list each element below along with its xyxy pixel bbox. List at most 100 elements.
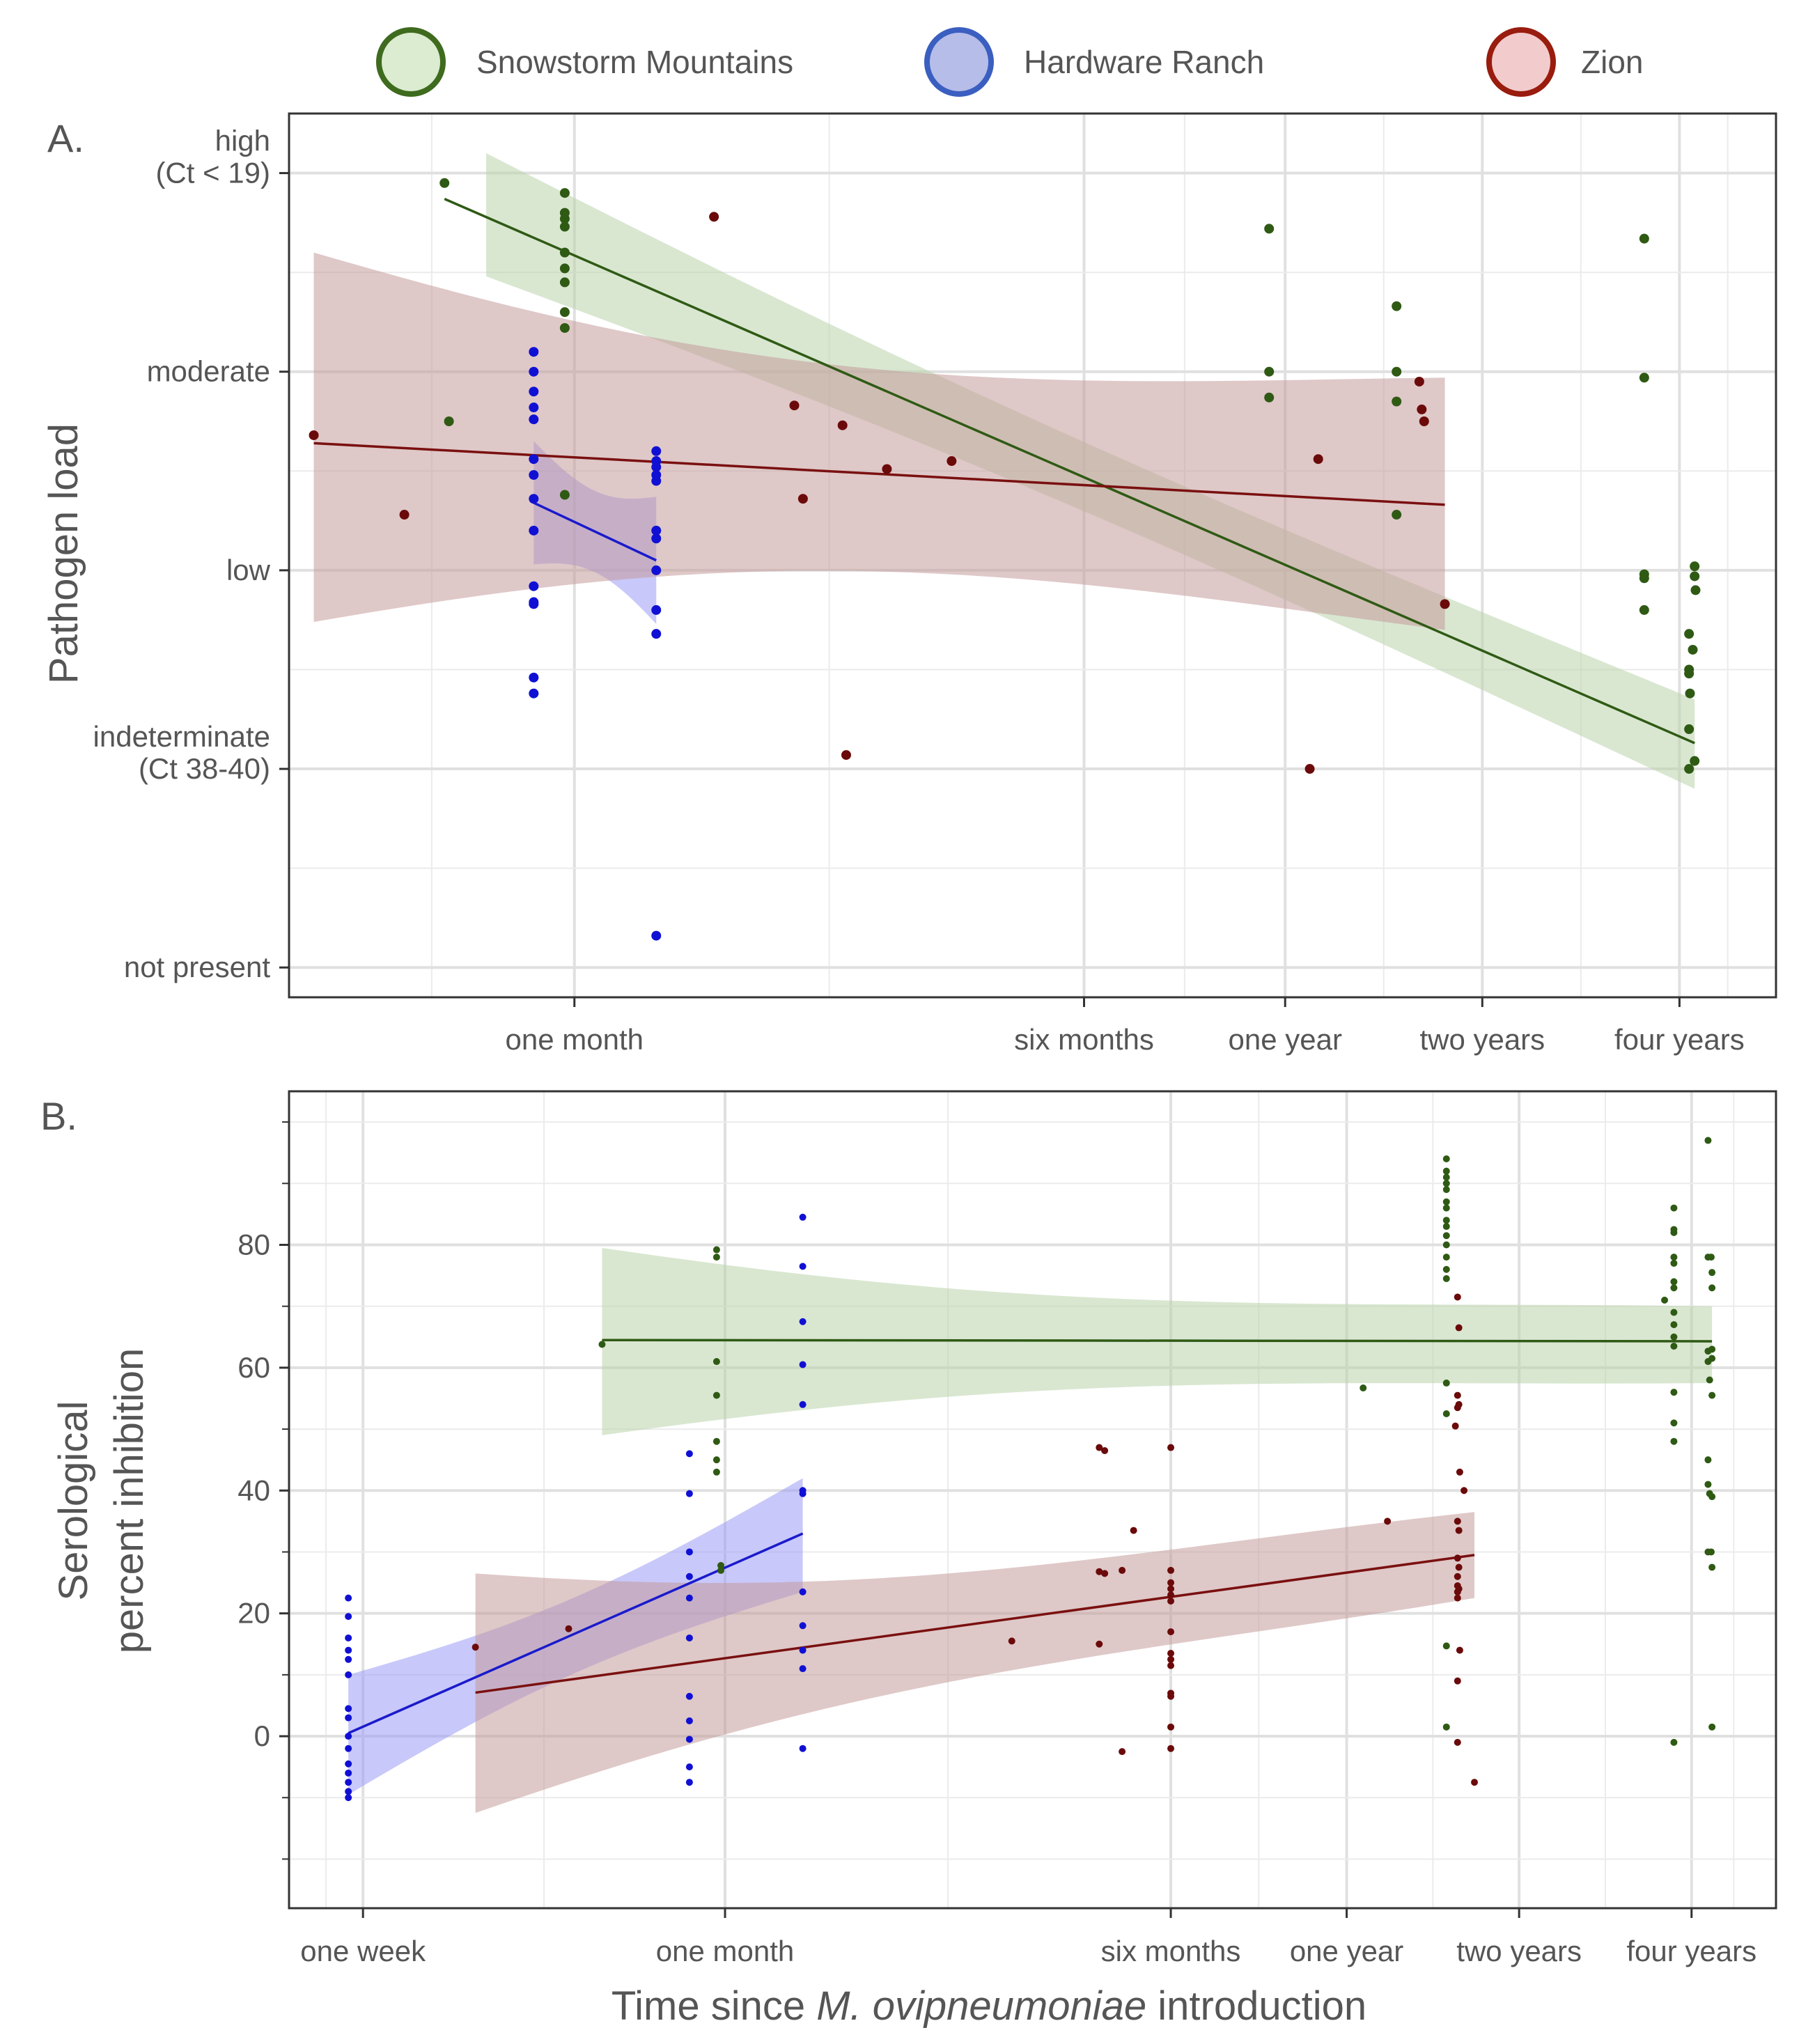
point-snowstorm[interactable] (1264, 392, 1275, 403)
point-hardware[interactable] (685, 1634, 693, 1641)
point-hardware[interactable] (529, 599, 539, 609)
point-hardware[interactable] (651, 565, 662, 575)
point-zion[interactable] (1454, 1293, 1461, 1301)
point-zion[interactable] (1304, 764, 1315, 774)
point-zion[interactable] (1167, 1566, 1175, 1574)
point-hardware[interactable] (345, 1760, 352, 1768)
legend-item-hardware[interactable]: Hardware Ranch (924, 27, 1264, 97)
point-zion[interactable] (1313, 454, 1323, 465)
point-snowstorm[interactable] (1684, 724, 1695, 735)
point-hardware[interactable] (345, 1655, 352, 1663)
point-zion[interactable] (1167, 1692, 1175, 1700)
point-hardware[interactable] (345, 1769, 352, 1777)
point-hardware[interactable] (685, 1692, 693, 1700)
point-snowstorm[interactable] (1670, 1204, 1678, 1212)
point-hardware[interactable] (651, 525, 662, 536)
point-zion[interactable] (1455, 1527, 1463, 1534)
point-hardware[interactable] (345, 1788, 352, 1795)
point-zion[interactable] (472, 1644, 479, 1651)
point-hardware[interactable] (799, 1213, 807, 1221)
legend-item-zion[interactable]: Zion (1486, 27, 1643, 97)
point-snowstorm[interactable] (1442, 1642, 1450, 1650)
point-zion[interactable] (1101, 1446, 1109, 1454)
point-snowstorm[interactable] (717, 1561, 725, 1569)
point-snowstorm[interactable] (712, 1246, 720, 1254)
point-snowstorm[interactable] (1670, 1309, 1678, 1316)
point-zion[interactable] (1167, 1598, 1175, 1605)
point-zion[interactable] (1454, 1594, 1461, 1602)
point-zion[interactable] (1119, 1748, 1126, 1756)
point-hardware[interactable] (529, 525, 539, 536)
point-snowstorm[interactable] (1708, 1284, 1716, 1292)
point-hardware[interactable] (685, 1490, 693, 1497)
point-hardware[interactable] (799, 1745, 807, 1752)
point-zion[interactable] (1119, 1566, 1126, 1574)
point-zion[interactable] (1456, 1468, 1463, 1476)
point-zion[interactable] (309, 430, 319, 440)
point-snowstorm[interactable] (1708, 1391, 1716, 1399)
point-snowstorm[interactable] (1442, 1410, 1450, 1418)
point-hardware[interactable] (799, 1622, 807, 1630)
point-zion[interactable] (1096, 1444, 1103, 1451)
point-hardware[interactable] (529, 688, 539, 699)
point-snowstorm[interactable] (1442, 1180, 1450, 1187)
point-snowstorm[interactable] (1639, 604, 1649, 615)
point-hardware[interactable] (345, 1779, 352, 1786)
point-hardware[interactable] (651, 462, 662, 472)
point-hardware[interactable] (799, 1318, 807, 1325)
point-snowstorm[interactable] (712, 1358, 720, 1366)
point-zion[interactable] (1384, 1518, 1392, 1525)
point-hardware[interactable] (345, 1646, 352, 1654)
point-zion[interactable] (1454, 1391, 1461, 1399)
point-snowstorm[interactable] (1704, 1481, 1712, 1488)
point-zion[interactable] (1167, 1649, 1175, 1657)
point-hardware[interactable] (529, 403, 539, 413)
point-hardware[interactable] (685, 1548, 693, 1556)
point-zion[interactable] (1167, 1444, 1175, 1451)
point-hardware[interactable] (685, 1450, 693, 1458)
point-snowstorm[interactable] (1442, 1723, 1450, 1731)
point-snowstorm[interactable] (1442, 1265, 1450, 1273)
point-snowstorm[interactable] (712, 1456, 720, 1464)
point-snowstorm[interactable] (712, 1468, 720, 1476)
point-hardware[interactable] (651, 533, 662, 544)
point-snowstorm[interactable] (559, 247, 570, 258)
point-snowstorm[interactable] (1639, 373, 1649, 383)
point-zion[interactable] (789, 400, 800, 411)
point-zion[interactable] (1167, 1723, 1175, 1731)
point-zion[interactable] (1454, 1554, 1461, 1562)
point-hardware[interactable] (799, 1490, 807, 1497)
point-snowstorm[interactable] (1704, 1456, 1712, 1464)
point-hardware[interactable] (685, 1735, 693, 1743)
point-hardware[interactable] (651, 476, 662, 486)
point-zion[interactable] (1167, 1662, 1175, 1669)
point-snowstorm[interactable] (1442, 1241, 1450, 1249)
point-snowstorm[interactable] (1684, 764, 1695, 774)
point-snowstorm[interactable] (1690, 561, 1700, 572)
point-snowstorm[interactable] (1442, 1217, 1450, 1224)
point-snowstorm[interactable] (712, 1254, 720, 1261)
point-hardware[interactable] (345, 1613, 352, 1621)
point-snowstorm[interactable] (1670, 1278, 1678, 1286)
point-hardware[interactable] (345, 1634, 352, 1641)
point-snowstorm[interactable] (444, 416, 454, 427)
point-snowstorm[interactable] (1670, 1738, 1678, 1746)
point-zion[interactable] (1167, 1579, 1175, 1586)
point-hardware[interactable] (799, 1263, 807, 1270)
point-snowstorm[interactable] (1685, 688, 1695, 699)
point-zion[interactable] (841, 750, 851, 760)
point-zion[interactable] (1167, 1591, 1175, 1599)
point-zion[interactable] (1460, 1487, 1468, 1495)
point-zion[interactable] (1451, 1422, 1459, 1430)
point-zion[interactable] (1455, 1324, 1463, 1332)
point-hardware[interactable] (529, 581, 539, 591)
point-hardware[interactable] (345, 1714, 352, 1722)
point-zion[interactable] (709, 212, 719, 222)
point-snowstorm[interactable] (1708, 1269, 1716, 1277)
point-snowstorm[interactable] (1442, 1232, 1450, 1240)
point-snowstorm[interactable] (1684, 669, 1695, 679)
point-hardware[interactable] (345, 1794, 352, 1802)
point-snowstorm[interactable] (1360, 1384, 1367, 1391)
point-zion[interactable] (1167, 1585, 1175, 1593)
point-zion[interactable] (399, 510, 410, 520)
